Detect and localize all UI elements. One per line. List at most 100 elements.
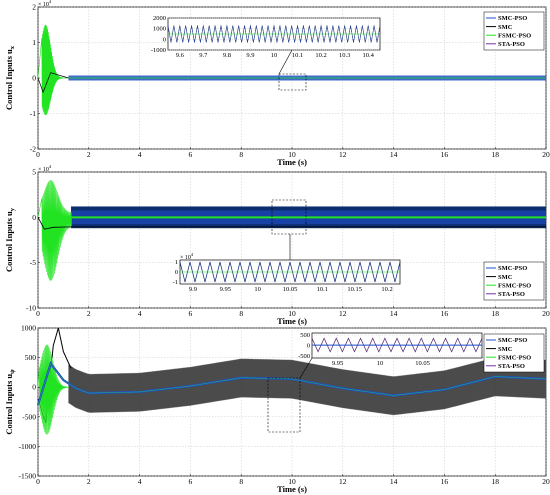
x-tick-label: 2: [87, 150, 91, 159]
axis-exponent-base: × 10: [38, 2, 49, 8]
x-tick-label: 6: [189, 309, 193, 318]
tick-labels: 0 2 4 6 8 10 12 14 16 18 20 -1500 -1000 -500 0 500 1000: [19, 324, 550, 487]
x-tick-label: 10: [288, 309, 296, 318]
legend-label: STA-PSO: [498, 41, 525, 48]
zoom-box: [278, 73, 307, 91]
y-tick-label: -2: [30, 145, 36, 154]
x-tick-label: 0: [36, 309, 40, 318]
x-tick-label: 4: [138, 477, 142, 486]
inset-x-tick-label: 9.9: [246, 52, 254, 59]
legend-label: STA-PSO: [498, 363, 525, 370]
inset-x-tick-label: 10.1: [292, 52, 303, 59]
series: [37, 180, 547, 281]
y-tick-label: -1: [30, 109, 36, 118]
inset-series-smc: [167, 25, 381, 43]
y-tick-label: -5: [30, 258, 36, 267]
y-axis-label-main: Control Inputs u: [4, 211, 14, 272]
inset-y-tick-label: 0: [163, 36, 166, 43]
x-tick-label: 10: [288, 150, 296, 159]
y-tick-label: -10: [26, 304, 36, 313]
y-tick-label: 5: [32, 168, 36, 177]
x-tick-label: 2: [87, 309, 91, 318]
inset-y-tick-label: -500: [298, 353, 310, 360]
zoom-box: [271, 199, 307, 235]
inset-x-tick-label: 9.95: [332, 360, 343, 367]
panel-3: 0 2 4 6 8 10 12 14 16 18 20 -1500 -1000 -500 0 500 1000 T…: [4, 324, 550, 495]
x-axis-label: Time (s): [277, 157, 307, 167]
x-tick-label: 0: [36, 150, 40, 159]
inset-series-sta-pso: [311, 337, 483, 353]
x-tick-label: 6: [189, 150, 193, 159]
y-axis-label-main: Control Inputs u: [4, 49, 14, 110]
x-tick-label: 4: [138, 309, 142, 318]
inset-series-smc: [179, 262, 401, 282]
inset-x-tick-label: 9.95: [220, 286, 231, 293]
axis-exponent-power: 4: [49, 164, 52, 169]
inset-y-tick-label: 0: [307, 343, 310, 350]
x-tick-label: 4: [138, 150, 142, 159]
y-axis-label: Control Inputs uy: [4, 207, 16, 272]
inset-x-tick-label: 10.1: [317, 286, 328, 293]
inset-exponent-base: × 10: [180, 255, 191, 261]
y-axis-label: Control Inputs ux: [4, 45, 16, 110]
inset-exponent: × 104: [180, 252, 194, 261]
inset-y-tick-label: 2000: [153, 15, 166, 22]
axis-exponent: × 104: [38, 0, 52, 8]
x-axis-label: Time (s): [277, 484, 307, 494]
x-tick-label: 0: [36, 477, 40, 486]
axis-exponent: × 104: [38, 164, 52, 173]
zoom-connector: [278, 49, 293, 75]
inset-y-tick-label: 500: [300, 332, 310, 339]
zoom-box: [267, 377, 301, 433]
x-tick-label: 8: [239, 150, 243, 159]
series-band-envelope: [68, 357, 546, 415]
inset-x-tick-label: 10.05: [415, 360, 430, 367]
x-tick-label: 12: [339, 477, 347, 486]
inset-x-tick-label: 10.15: [347, 286, 362, 293]
inset-y-tick-label: -1: [173, 279, 178, 286]
x-tick-label: 14: [390, 150, 398, 159]
x-tick-label: 2: [87, 477, 91, 486]
x-tick-label: 8: [239, 309, 243, 318]
x-tick-label: 16: [441, 150, 449, 159]
legend-label: SMC-PSO: [498, 15, 527, 22]
y-axis-label-subscript: x: [9, 45, 16, 49]
axis-exponent-power: 4: [49, 0, 52, 4]
inset: 9.95 10 10.05 500 0 -500: [298, 332, 483, 367]
inset-x-tick-label: 10.4: [363, 52, 375, 59]
x-tick-label: 14: [390, 309, 398, 318]
inset-x-tick-label: 9.9: [189, 286, 197, 293]
x-tick-label: 12: [339, 150, 347, 159]
inset-y-tick-label: 1: [175, 259, 178, 266]
legend-label: FSMC-PSO: [498, 32, 531, 39]
legend-label: FSMC-PSO: [498, 354, 531, 361]
series-band-outline: [68, 357, 547, 416]
inset: 9.9 9.95 10 10.05 10.1 10.15 10.210-1× 104: [173, 252, 401, 293]
x-tick-label: 18: [491, 150, 499, 159]
y-tick-label: -500: [22, 412, 36, 421]
inset-y-tick-label: 1000: [153, 26, 166, 33]
inset-x-tick-label: 9.8: [223, 52, 231, 59]
inset-x-tick-label: 10.3: [339, 52, 350, 59]
series: [37, 24, 546, 116]
plot-area: [37, 171, 547, 309]
inset-exponent-power: 4: [191, 252, 194, 257]
inset-x-tick-label: 9.6: [176, 52, 185, 59]
legend-label: SMC: [498, 346, 513, 353]
inset-x-tick-label: 10: [271, 52, 278, 59]
y-axis-label-main: Control Inputs u: [4, 374, 14, 435]
inset-x-tick-label: 10.2: [381, 286, 392, 293]
series-transient-fsmc-pso: [37, 344, 70, 435]
legend-label: FSMC-PSO: [498, 282, 531, 289]
legend-label: SMC-PSO: [498, 265, 527, 272]
inset-x-tick-label: 9.7: [199, 52, 208, 59]
series-line-smc: [37, 217, 546, 230]
y-tick-label: 500: [25, 353, 37, 362]
series: [36, 327, 547, 435]
y-tick-label: 1: [32, 38, 36, 47]
